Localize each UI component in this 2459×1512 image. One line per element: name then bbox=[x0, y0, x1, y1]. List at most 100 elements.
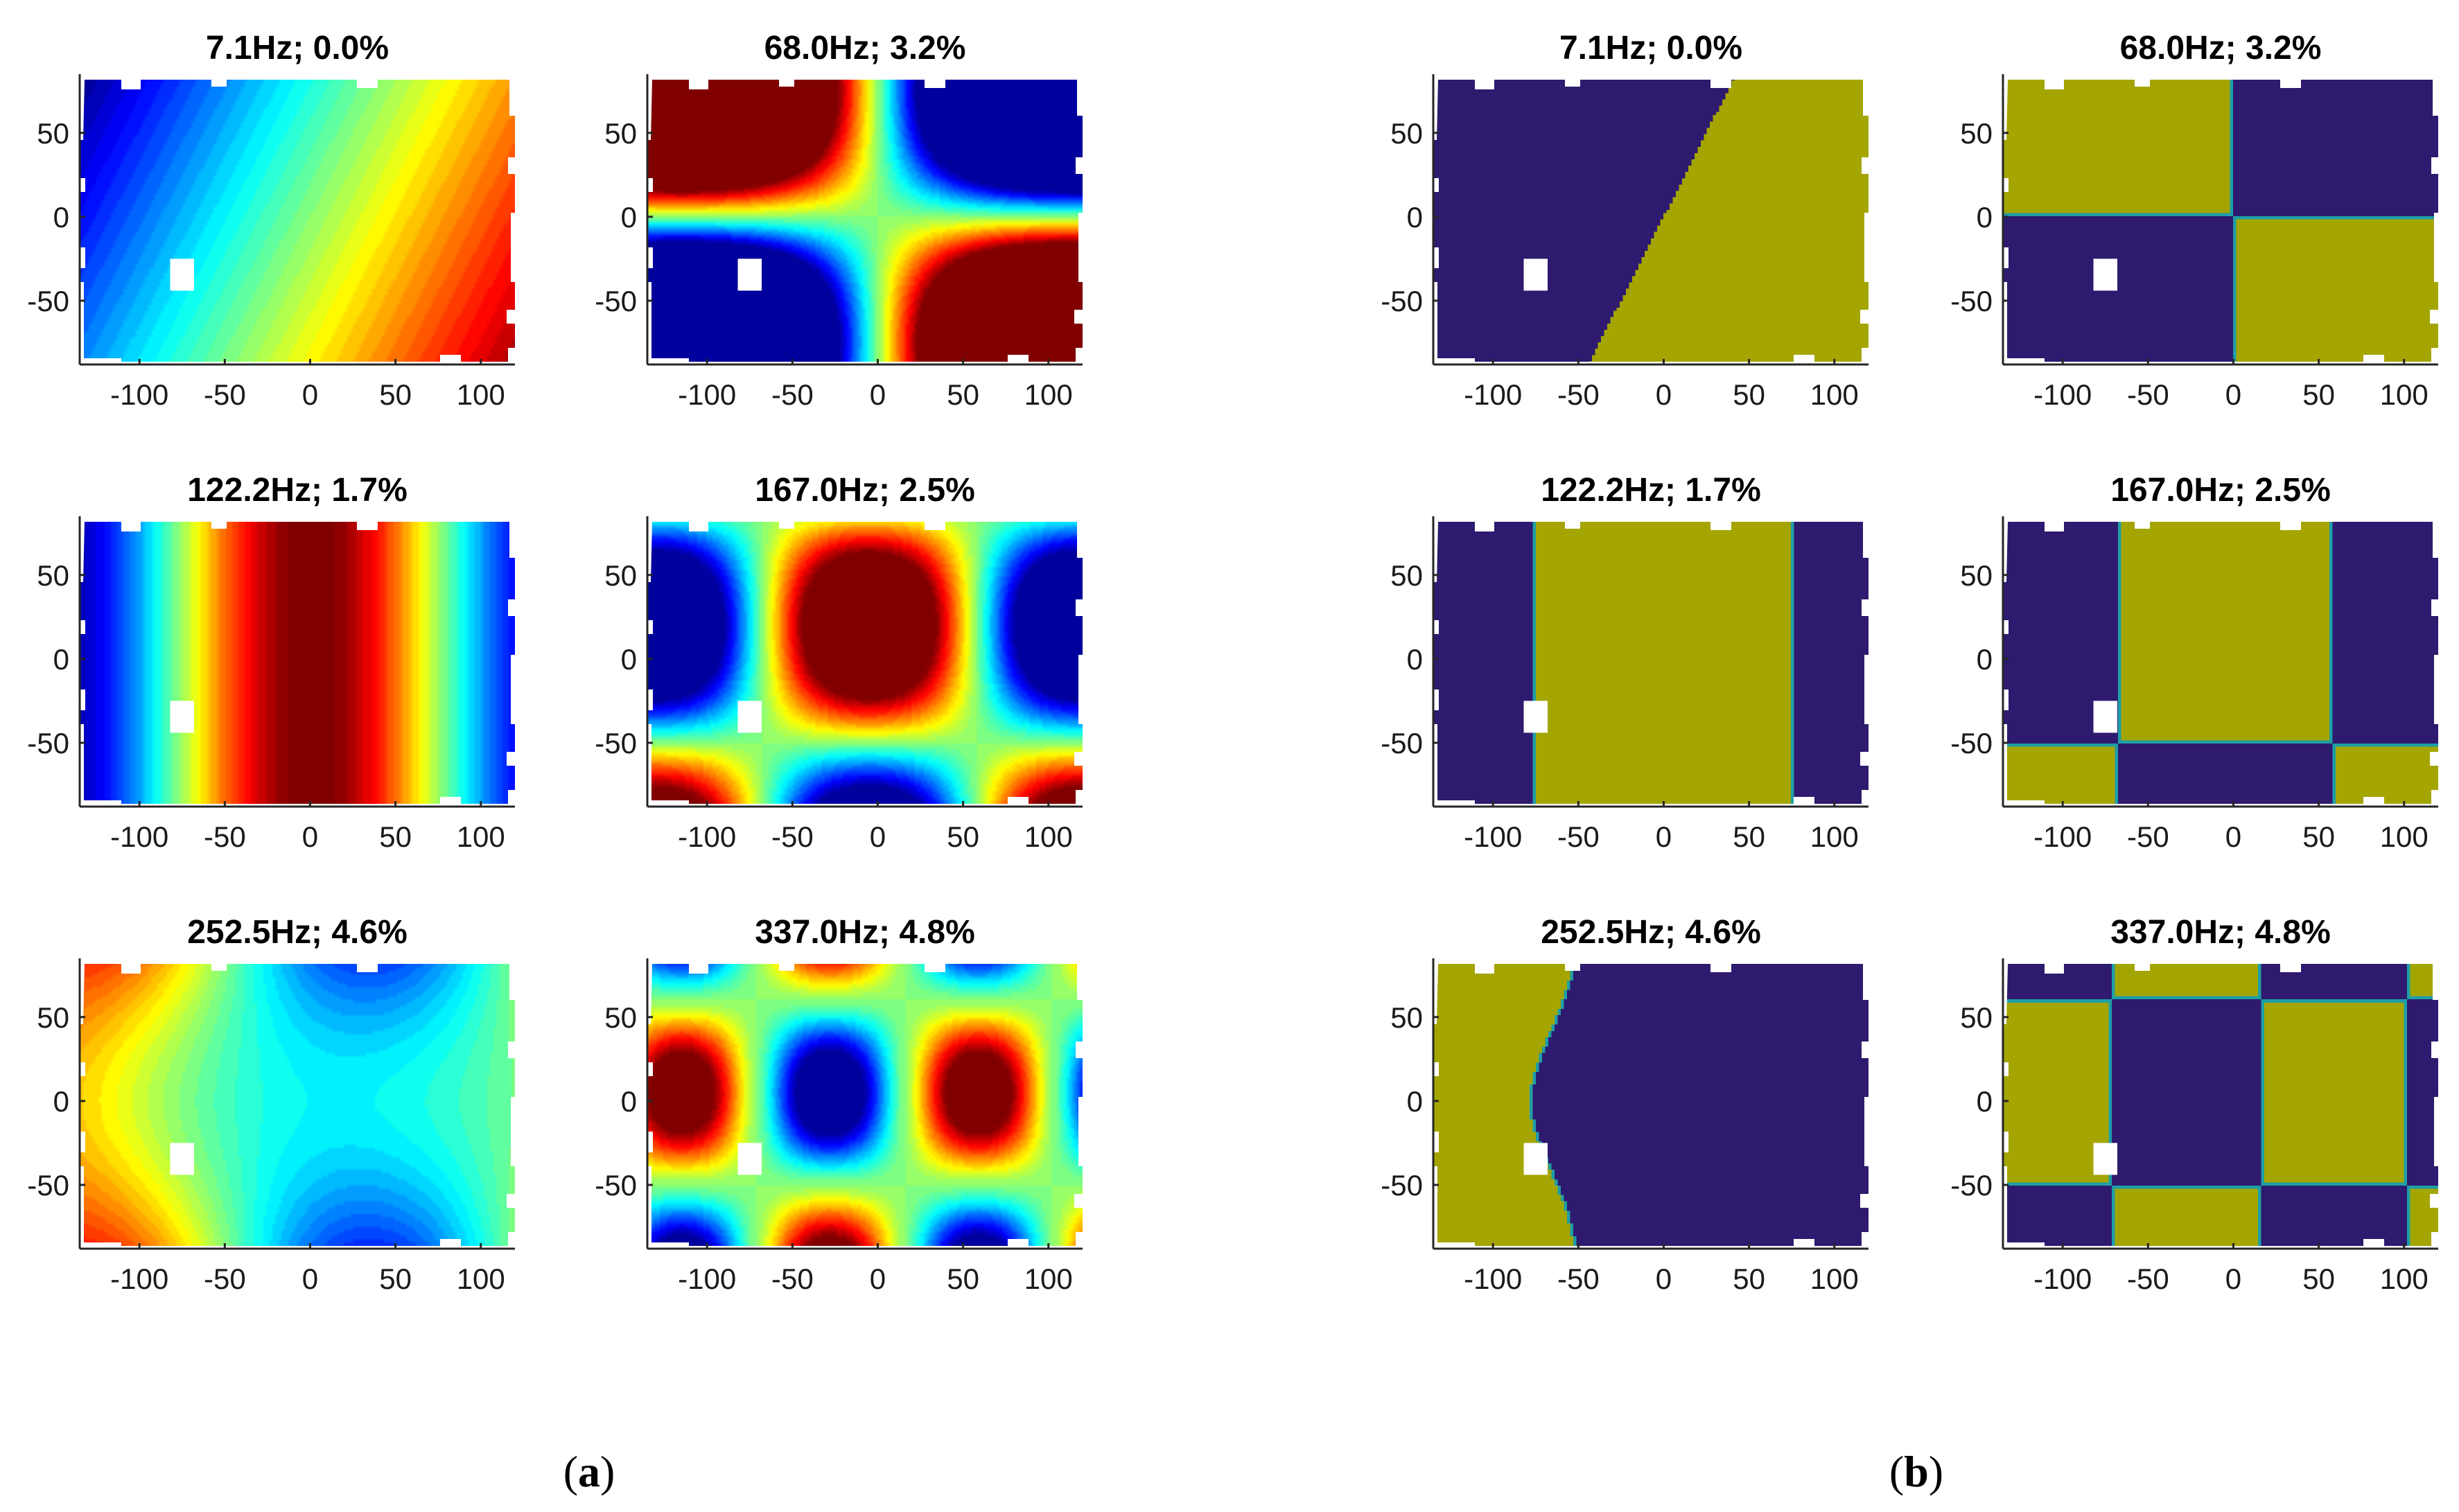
subplot-b-2: -100 -50 0 50 100 50 0 -50 68.0Hz; 3.2% bbox=[1950, 30, 2438, 411]
plate-edge-notch bbox=[357, 964, 378, 972]
x-tick-label: 0 bbox=[1656, 820, 1672, 853]
plate-edge-notch bbox=[1008, 355, 1029, 362]
plate-edge-notch bbox=[2431, 1041, 2438, 1058]
x-tick-label: 100 bbox=[2380, 820, 2429, 853]
plate-edge-notch bbox=[2003, 620, 2009, 634]
plate-edge-notch bbox=[1475, 80, 1494, 89]
subplot-title: 122.2Hz; 1.7% bbox=[187, 472, 408, 509]
y-tick-label: -50 bbox=[595, 285, 637, 317]
plate-hole bbox=[2093, 1143, 2118, 1175]
y-tick-label: 0 bbox=[621, 643, 637, 676]
plate-hole bbox=[737, 701, 762, 733]
x-tick-label: 50 bbox=[2302, 820, 2335, 853]
y-tick-label: 50 bbox=[37, 559, 69, 592]
plate-edge-notch bbox=[121, 522, 141, 531]
y-tick-label: 50 bbox=[1960, 1001, 1993, 1034]
x-tick-label: -100 bbox=[678, 1263, 736, 1295]
plate-edge-notch bbox=[508, 1041, 515, 1058]
plate-edge-notch bbox=[1076, 157, 1083, 174]
plate-edge-notch bbox=[1860, 1194, 1869, 1208]
x-tick-label: -50 bbox=[1557, 1263, 1600, 1295]
plate-edge-notch bbox=[2003, 178, 2009, 192]
plate-edge-notch bbox=[1860, 310, 1869, 324]
plate-edge-notch bbox=[2431, 599, 2438, 616]
heatmap-image bbox=[647, 522, 1083, 804]
x-tick-label: 100 bbox=[1810, 1263, 1859, 1295]
x-tick-label: -50 bbox=[204, 1263, 246, 1295]
y-tick-label: -50 bbox=[1381, 1169, 1423, 1202]
plate-edge-notch bbox=[1433, 689, 1439, 710]
y-tick-label: -50 bbox=[595, 1169, 637, 1202]
subplot-b-1: -100 -50 0 50 100 50 0 -50 7.1Hz; 0.0% bbox=[1381, 30, 1869, 411]
x-tick-label: -100 bbox=[1464, 820, 1522, 853]
plate-edge-notch bbox=[357, 80, 378, 88]
x-tick-label: -100 bbox=[2033, 378, 2092, 411]
heatmap-image bbox=[80, 522, 515, 804]
heatmap-image bbox=[80, 80, 515, 362]
y-tick-label: 0 bbox=[1407, 643, 1423, 676]
x-tick-label: 100 bbox=[1024, 378, 1073, 411]
subplot-title: 7.1Hz; 0.0% bbox=[1559, 30, 1742, 67]
subplot-b-5: -100 -50 0 50 100 50 0 -50 252.5Hz; 4.6% bbox=[1381, 914, 1869, 1295]
x-tick-label: -50 bbox=[1557, 820, 1600, 853]
x-tick-label: 100 bbox=[457, 378, 505, 411]
plate-edge-notch bbox=[2430, 1194, 2438, 1208]
plate-edge-notch bbox=[1008, 797, 1029, 804]
subplot-a-6: -100 -50 0 50 100 50 0 -50 337.0Hz; 4.8% bbox=[595, 914, 1083, 1295]
x-tick-label: -100 bbox=[1464, 378, 1522, 411]
x-tick-label: 50 bbox=[379, 378, 412, 411]
y-tick-label: 50 bbox=[1390, 117, 1423, 150]
plate-edge-notch bbox=[2280, 522, 2301, 530]
plate-edge-notch bbox=[1076, 1041, 1083, 1058]
x-tick-label: 0 bbox=[1656, 378, 1672, 411]
x-tick-label: -50 bbox=[771, 820, 814, 853]
x-tick-label: 100 bbox=[1024, 1263, 1073, 1295]
x-tick-label: 50 bbox=[379, 820, 412, 853]
y-tick-label: 50 bbox=[1960, 117, 1993, 150]
x-tick-label: 100 bbox=[1024, 820, 1073, 853]
x-tick-label: 0 bbox=[870, 1263, 886, 1295]
subplot-title: 68.0Hz; 3.2% bbox=[764, 30, 966, 67]
subplot-title: 167.0Hz; 2.5% bbox=[2110, 472, 2331, 509]
plate-edge-notch bbox=[1710, 80, 1731, 88]
plate-edge-notch bbox=[1794, 797, 1814, 804]
x-tick-label: 100 bbox=[2380, 1263, 2429, 1295]
plate-edge-notch bbox=[925, 80, 945, 88]
plate-edge-notch bbox=[647, 620, 653, 634]
plate-edge-notch bbox=[1862, 157, 1869, 174]
plate-hole bbox=[1523, 701, 1548, 733]
subplot-title: 122.2Hz; 1.7% bbox=[1541, 472, 1761, 509]
plate-edge-notch bbox=[507, 310, 515, 324]
y-tick-label: 50 bbox=[1390, 1001, 1423, 1034]
x-tick-label: 0 bbox=[302, 1263, 318, 1295]
plate-edge-notch bbox=[508, 157, 515, 174]
y-tick-label: 50 bbox=[37, 1001, 69, 1034]
x-tick-label: 50 bbox=[947, 378, 979, 411]
heatmap-image bbox=[647, 80, 1083, 362]
x-tick-label: 100 bbox=[457, 820, 505, 853]
y-tick-label: 0 bbox=[1977, 201, 1993, 234]
plate-edge-notch bbox=[211, 522, 227, 529]
subplot-a-2: -100 -50 0 50 100 50 0 -50 68.0Hz; 3.2% bbox=[595, 30, 1083, 411]
plate-edge-notch bbox=[1565, 964, 1580, 971]
x-tick-label: -50 bbox=[771, 378, 814, 411]
subplot-a-1: -100 -50 0 50 100 50 0 -50 7.1Hz; 0.0% bbox=[27, 30, 515, 411]
plate-hole bbox=[2093, 701, 2118, 733]
plate-edge-notch bbox=[779, 522, 794, 529]
x-tick-label: -50 bbox=[204, 378, 246, 411]
y-tick-label: 0 bbox=[1407, 201, 1423, 234]
x-tick-label: -100 bbox=[110, 1263, 168, 1295]
x-tick-label: 50 bbox=[947, 1263, 979, 1295]
subplot-b-3: -100 -50 0 50 100 50 0 -50 122.2Hz; 1.7% bbox=[1381, 472, 1869, 853]
plate-edge-notch bbox=[689, 522, 708, 531]
x-tick-label: 50 bbox=[947, 820, 979, 853]
plate-edge-notch bbox=[2280, 80, 2301, 88]
plate-edge-notch bbox=[1433, 1062, 1439, 1076]
subplot-title: 7.1Hz; 0.0% bbox=[206, 30, 389, 67]
subplot-b-6: -100 -50 0 50 100 50 0 -50 337.0Hz; 4.8% bbox=[1950, 914, 2438, 1295]
plate-edge-notch bbox=[1074, 310, 1083, 324]
x-tick-label: 100 bbox=[2380, 378, 2429, 411]
y-tick-label: -50 bbox=[27, 727, 69, 759]
x-tick-label: 100 bbox=[1810, 820, 1859, 853]
plate-hole bbox=[2093, 258, 2118, 291]
